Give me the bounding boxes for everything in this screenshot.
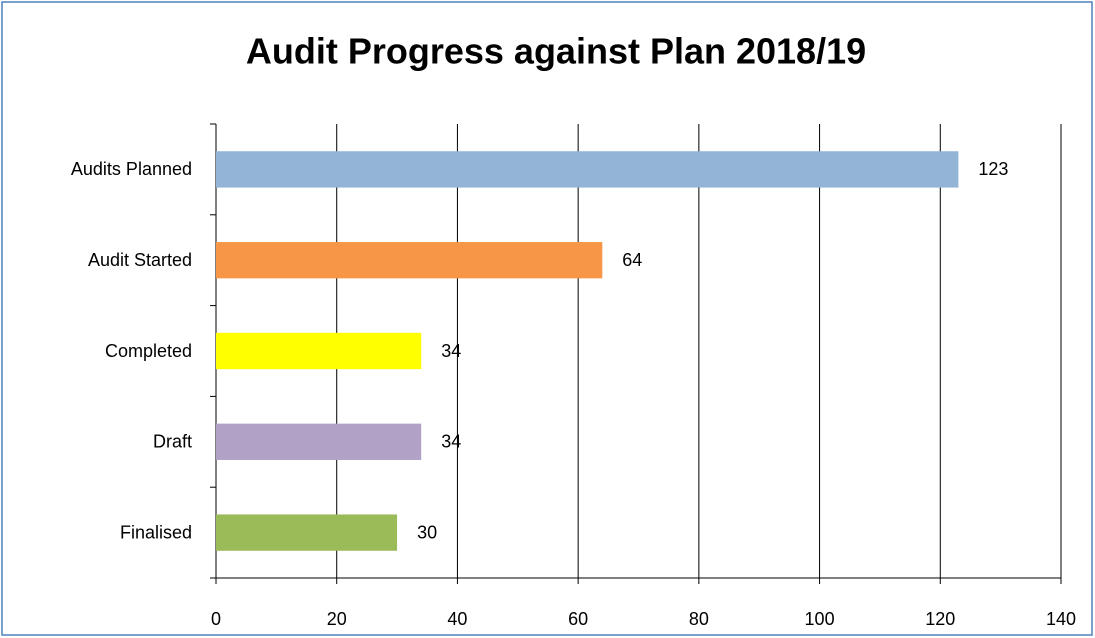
x-tick-label: 40	[447, 609, 467, 629]
x-tick-label: 100	[805, 609, 835, 629]
x-tick-label: 0	[211, 609, 221, 629]
data-label: 30	[417, 522, 437, 542]
y-tick-label: Audits Planned	[71, 159, 192, 179]
bar	[216, 332, 422, 370]
bar	[216, 242, 603, 279]
x-tick-label: 20	[327, 609, 347, 629]
y-tick-label: Completed	[105, 341, 192, 361]
bar	[216, 514, 398, 551]
data-label: 34	[441, 432, 461, 452]
bar	[216, 151, 959, 188]
x-tick-label: 140	[1046, 609, 1076, 629]
y-tick-label: Audit Started	[88, 250, 192, 270]
data-label: 34	[441, 341, 461, 361]
x-tick-label: 60	[568, 609, 588, 629]
chart-title: Audit Progress against Plan 2018/19	[246, 31, 866, 72]
bar	[216, 423, 422, 460]
y-tick-label: Draft	[153, 432, 192, 452]
y-tick-label: Finalised	[120, 522, 192, 542]
data-label: 64	[622, 250, 642, 270]
x-tick-label: 80	[689, 609, 709, 629]
x-tick-label: 120	[925, 609, 955, 629]
data-label: 123	[978, 159, 1008, 179]
